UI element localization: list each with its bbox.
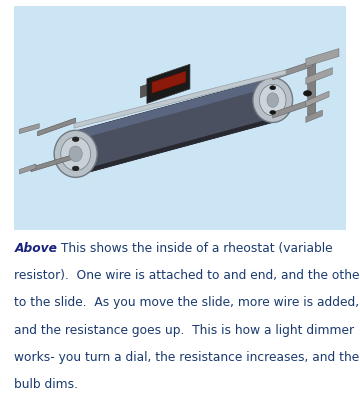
Polygon shape [140, 84, 147, 98]
Polygon shape [273, 99, 312, 118]
Ellipse shape [72, 137, 79, 142]
Ellipse shape [270, 86, 276, 90]
Text: : This shows the inside of a rheostat (variable: : This shows the inside of a rheostat (v… [53, 242, 333, 255]
Text: and the resistance goes up.  This is how a light dimmer: and the resistance goes up. This is how … [14, 324, 355, 336]
Polygon shape [74, 118, 273, 176]
Polygon shape [74, 70, 286, 128]
Text: Above: Above [14, 242, 57, 255]
Ellipse shape [260, 84, 286, 116]
FancyBboxPatch shape [14, 6, 346, 230]
Polygon shape [147, 64, 190, 104]
Polygon shape [19, 164, 36, 174]
Polygon shape [306, 48, 339, 66]
Text: resistor).  One wire is attached to and end, and the other: resistor). One wire is attached to and e… [14, 269, 360, 282]
Polygon shape [273, 61, 312, 80]
Polygon shape [152, 71, 186, 93]
Polygon shape [74, 78, 273, 140]
Text: works- you turn a dial, the resistance increases, and the: works- you turn a dial, the resistance i… [14, 351, 360, 364]
Polygon shape [31, 154, 76, 172]
Polygon shape [74, 78, 273, 176]
Polygon shape [306, 91, 329, 107]
Ellipse shape [61, 137, 91, 171]
Ellipse shape [270, 110, 276, 114]
Text: bulb dims.: bulb dims. [14, 378, 78, 391]
Ellipse shape [253, 78, 293, 122]
Polygon shape [306, 68, 332, 84]
Polygon shape [37, 118, 76, 136]
Ellipse shape [303, 90, 312, 96]
Ellipse shape [54, 130, 97, 177]
Polygon shape [19, 124, 39, 134]
Polygon shape [307, 62, 316, 116]
Ellipse shape [69, 146, 82, 162]
Ellipse shape [267, 93, 279, 107]
Ellipse shape [72, 166, 79, 171]
Polygon shape [306, 110, 323, 122]
Text: to the slide.  As you move the slide, more wire is added,: to the slide. As you move the slide, mor… [14, 296, 360, 310]
